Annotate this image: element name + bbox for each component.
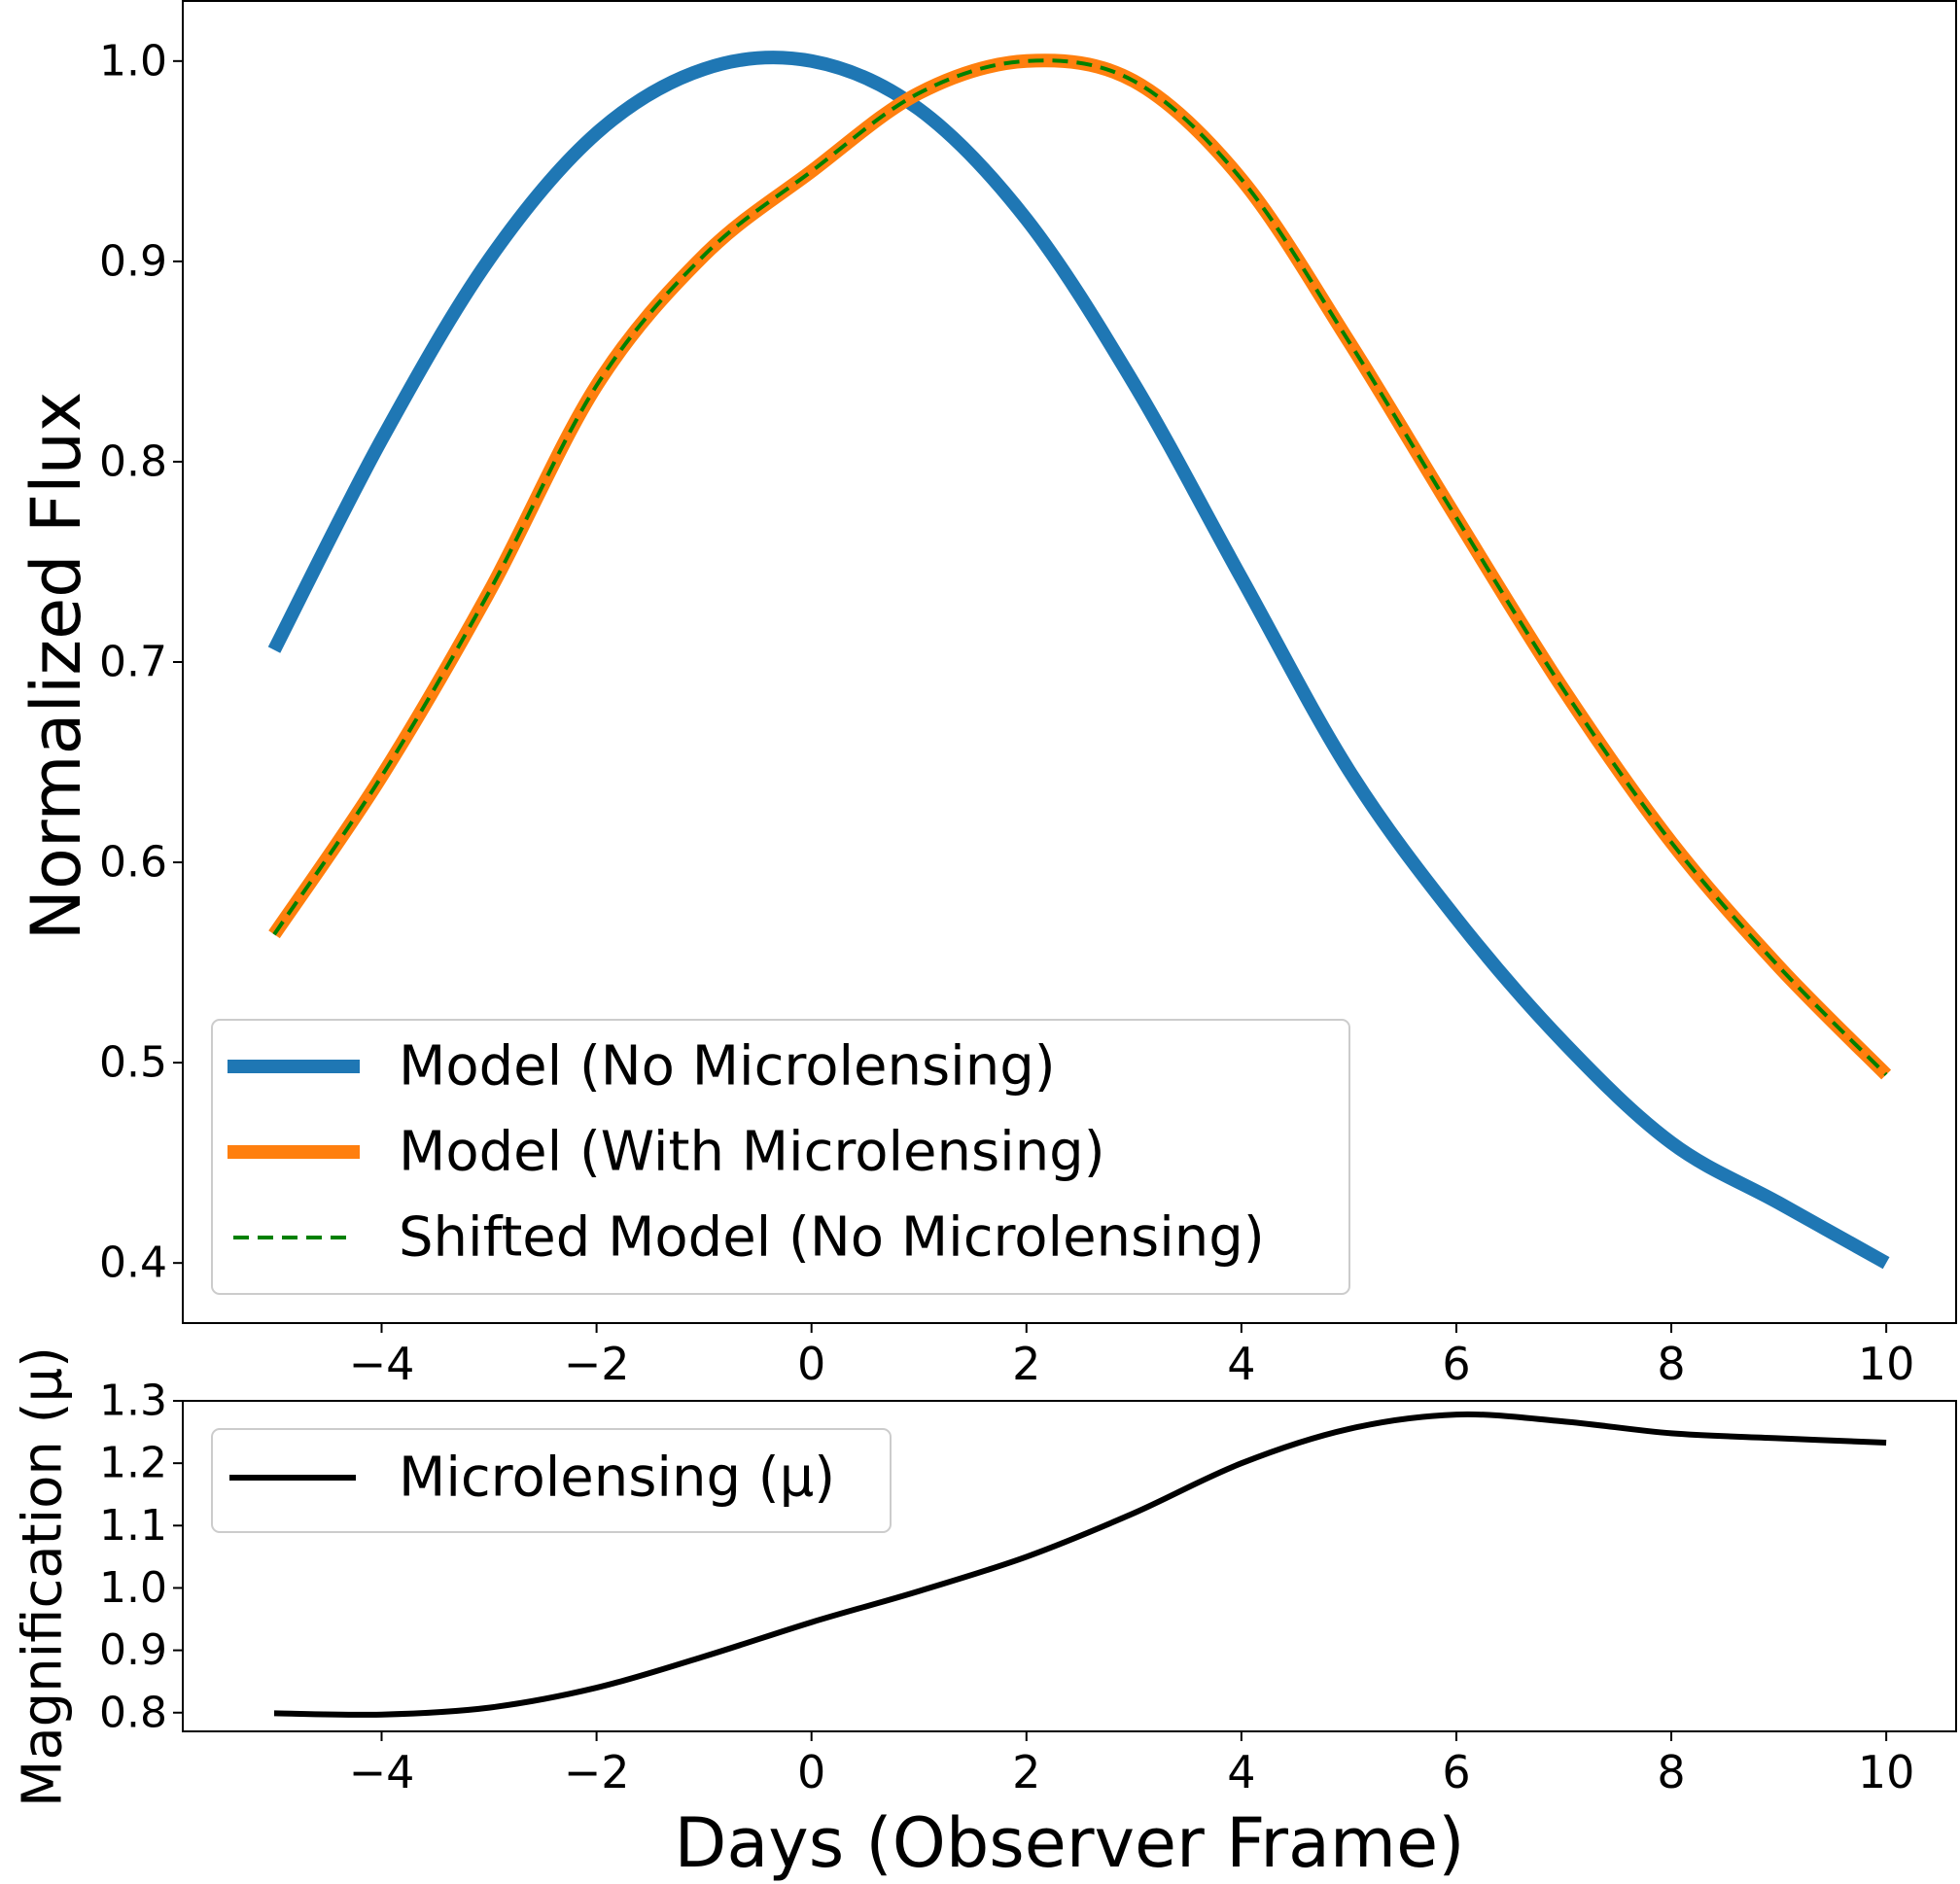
magnification-x-tick-label: 0 <box>797 1746 825 1798</box>
magnification-y-tick-label: 1.2 <box>99 1439 167 1488</box>
magnification-y-tick-label: 0.8 <box>99 1688 167 1737</box>
legend-label-microlensing: Microlensing (μ) <box>399 1447 835 1510</box>
magnification-legend-box <box>211 1428 892 1533</box>
magnification-x-tick-label: 4 <box>1227 1746 1255 1798</box>
magnification-y-tick-label: 1.3 <box>99 1377 167 1426</box>
magnification-x-tick-label: −4 <box>349 1746 415 1798</box>
magnification-axes-frame <box>182 1400 1957 1732</box>
flux-x-tick-label: 4 <box>1227 1338 1255 1390</box>
magnification-x-tick-label: 8 <box>1657 1746 1685 1798</box>
flux-y-tick-label: 1.0 <box>99 36 167 86</box>
flux-y-tick-label: 0.5 <box>99 1038 167 1088</box>
flux-y-tick-label: 0.7 <box>99 638 167 687</box>
magnification-y-axis-label: Magnification (μ) <box>12 1346 75 1807</box>
flux-y-tick-label: 0.4 <box>99 1239 167 1288</box>
flux-panel: 0.4 0.5 0.6 0.7 0.8 0.9 1.0 −4 −2 0 2 4 6 8 10 Normal… <box>17 0 1957 1390</box>
legend-label-shifted-model: Shifted Model (No Microlensing) <box>399 1206 1265 1270</box>
flux-series-line-3 <box>272 58 1888 1076</box>
magnification-legend: Microlensing (μ) <box>211 1428 892 1533</box>
magnification-x-tick-label: 2 <box>1012 1746 1040 1798</box>
legend-label-with-microlensing: Model (With Microlensing) <box>399 1121 1105 1184</box>
magnification-y-ticks: 0.8 0.9 1.0 1.1 1.2 1.3 <box>99 1377 183 1737</box>
flux-y-tick-label: 0.9 <box>99 236 167 286</box>
x-axis-label: Days (Observer Frame) <box>674 1803 1464 1883</box>
flux-y-tick-label: 0.8 <box>99 436 167 486</box>
magnification-x-ticks: −4 −2 0 2 4 6 8 10 <box>349 1731 1915 1798</box>
flux-legend-box <box>211 1019 1350 1295</box>
magnification-series-lines <box>273 1411 1887 1718</box>
magnification-y-tick-label: 1.0 <box>99 1563 167 1613</box>
flux-x-tick-label: 2 <box>1012 1338 1040 1390</box>
flux-series-lines <box>267 51 1892 1270</box>
flux-y-ticks: 0.4 0.5 0.6 0.7 0.8 0.9 1.0 <box>99 36 183 1288</box>
magnification-x-tick-label: −2 <box>564 1746 630 1798</box>
flux-x-tick-label: −4 <box>349 1338 415 1390</box>
flux-x-tick-label: 8 <box>1657 1338 1685 1390</box>
flux-legend: Model (No Microlensing) Model (With Micr… <box>211 1019 1350 1295</box>
magnification-y-tick-label: 0.9 <box>99 1625 167 1675</box>
magnification-x-tick-label: 10 <box>1858 1746 1915 1798</box>
magnification-y-tick-label: 1.1 <box>99 1501 167 1551</box>
legend-label-no-microlensing: Model (No Microlensing) <box>399 1035 1056 1099</box>
flux-y-axis-label: Normalized Flux <box>17 392 96 941</box>
magnification-series-line-1 <box>273 1411 1887 1718</box>
flux-x-tick-label: 6 <box>1442 1338 1470 1390</box>
magnification-x-tick-label: 6 <box>1442 1746 1470 1798</box>
flux-x-tick-label: −2 <box>564 1338 630 1390</box>
flux-series-line-1 <box>267 51 1890 1270</box>
magnification-panel: 0.8 0.9 1.0 1.1 1.2 1.3 −4 −2 0 2 4 6 8 10 Magnifica… <box>12 1346 1957 1883</box>
flux-x-ticks: −4 −2 0 2 4 6 8 10 <box>349 1323 1915 1390</box>
flux-y-tick-label: 0.6 <box>99 838 167 888</box>
flux-x-tick-label: 10 <box>1858 1338 1915 1390</box>
flux-x-tick-label: 0 <box>797 1338 825 1390</box>
